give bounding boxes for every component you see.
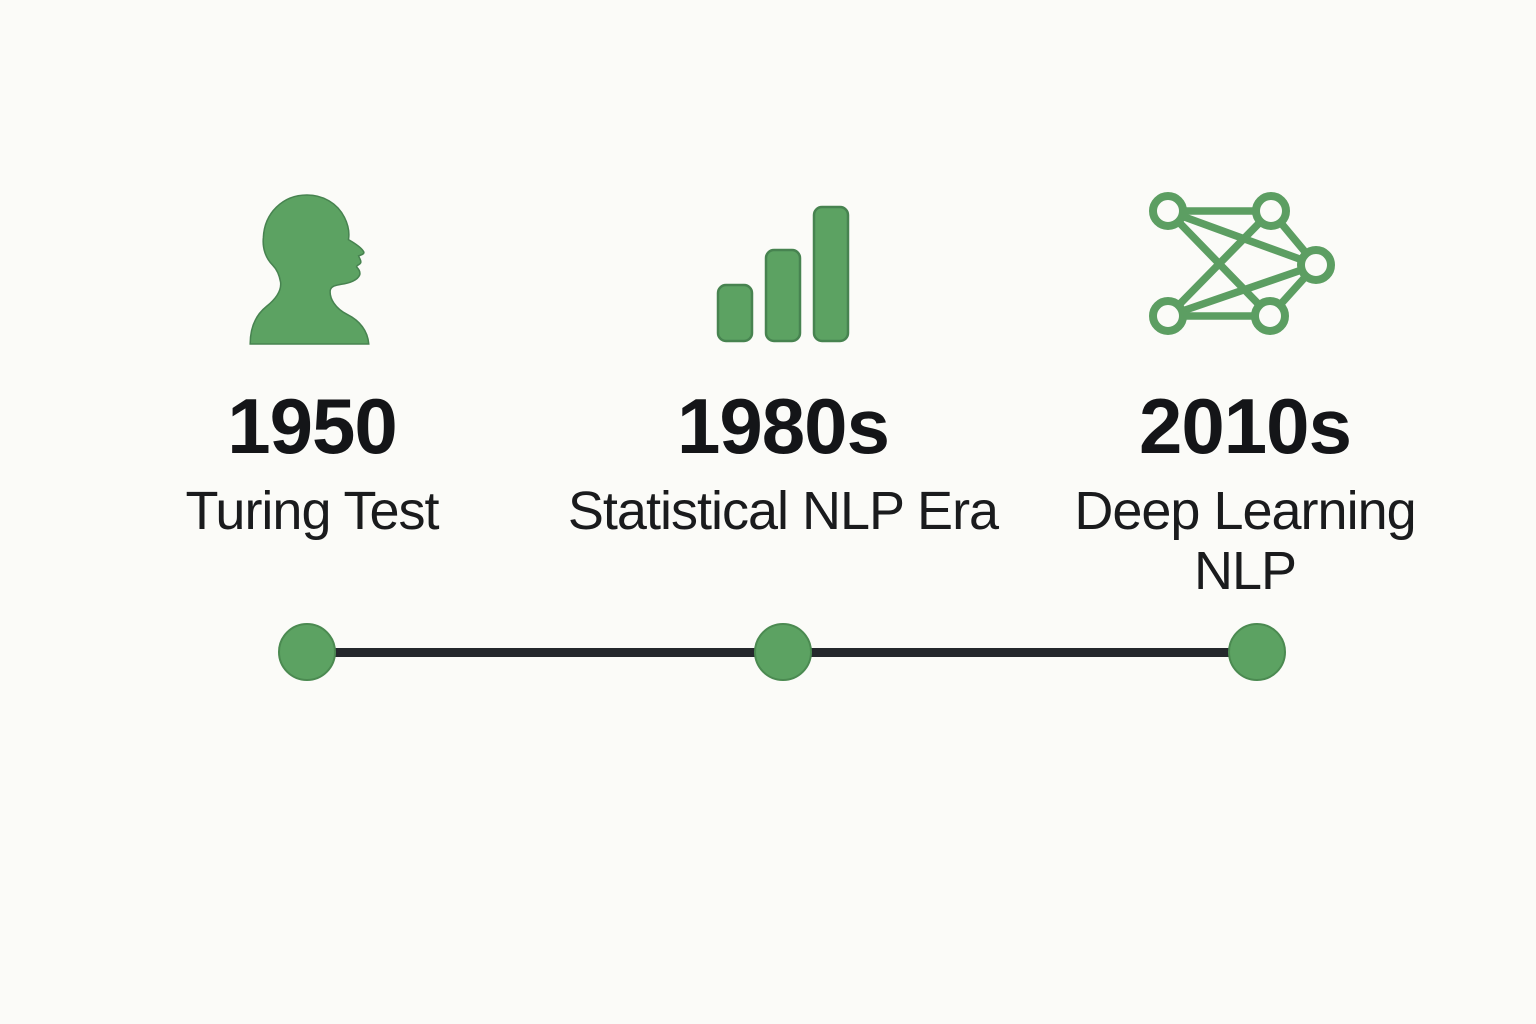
milestone-year: 2010s [1139, 382, 1352, 470]
timeline-dot-1980s [754, 623, 812, 681]
milestone-label: Deep Learning NLP [1074, 481, 1416, 602]
timeline-dot-2010s [1228, 623, 1286, 681]
milestone-1950: 1950 Turing Test [142, 185, 482, 541]
neural-network-icon [1149, 185, 1341, 345]
milestone-label: Statistical NLP Era [567, 481, 999, 541]
milestone-year: 1980s [677, 382, 890, 470]
milestone-label: Turing Test [185, 481, 439, 541]
milestone-1980s: 1980s Statistical NLP Era [513, 185, 1053, 541]
milestone-2010s: 2010s Deep Learning NLP [1050, 185, 1440, 602]
person-head-icon [244, 185, 380, 345]
bar-chart-icon [715, 185, 851, 345]
timeline-dot-1950 [278, 623, 336, 681]
milestone-year: 1950 [227, 382, 398, 470]
